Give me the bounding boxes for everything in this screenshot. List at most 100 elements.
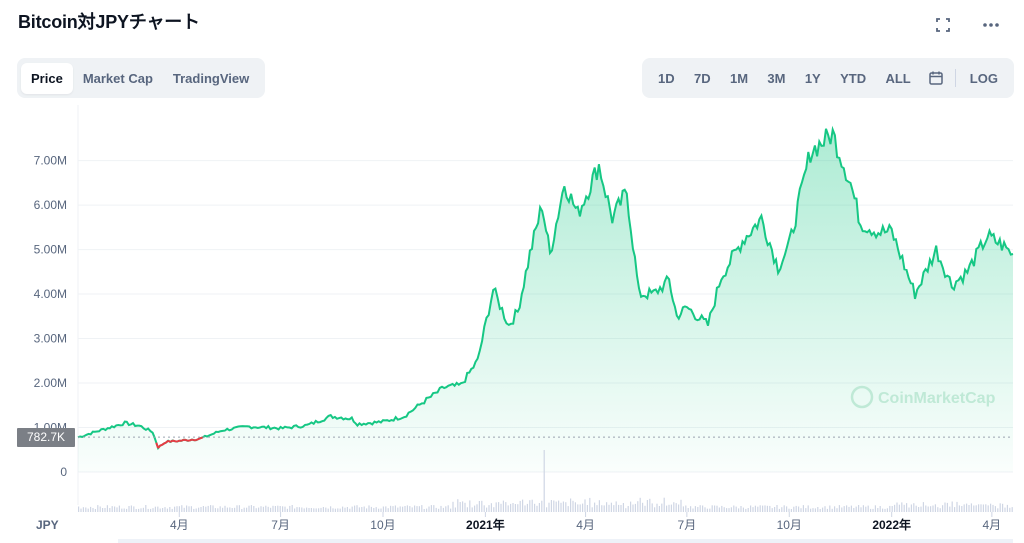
volume-bar xyxy=(644,505,646,512)
volume-bar xyxy=(130,505,132,512)
volume-bar xyxy=(932,505,934,512)
volume-bar xyxy=(298,507,300,512)
volume-bar xyxy=(956,501,958,512)
range-7d[interactable]: 7D xyxy=(693,70,711,86)
volume-bar xyxy=(721,505,723,512)
volume-bar xyxy=(639,497,641,512)
tab-tradingview[interactable]: TradingView xyxy=(172,70,250,86)
more-icon[interactable] xyxy=(980,14,1002,36)
volume-bar xyxy=(87,508,89,512)
volume-bar xyxy=(462,501,464,512)
volume-bar xyxy=(853,508,855,512)
volume-bar xyxy=(817,507,819,512)
volume-bar xyxy=(903,504,905,512)
volume-bar xyxy=(649,498,651,512)
volume-bar xyxy=(507,505,509,512)
range-all[interactable]: ALL xyxy=(885,70,911,86)
currency-label: JPY xyxy=(36,518,59,532)
volume-bar xyxy=(207,505,209,512)
y-tick-label: 3.00M xyxy=(34,332,67,346)
volume-bar xyxy=(615,501,617,512)
watermark: CoinMarketCap xyxy=(850,385,996,409)
volume-bar xyxy=(346,507,348,512)
volume-bar xyxy=(433,505,435,512)
volume-bar xyxy=(135,509,137,512)
volume-bar xyxy=(718,507,720,512)
volume-bar xyxy=(368,505,370,512)
y-tick-label: 6.00M xyxy=(34,198,67,212)
volume-bar xyxy=(478,501,480,512)
volume-bar xyxy=(882,508,884,512)
volume-bar xyxy=(514,504,516,512)
volume-bar xyxy=(934,504,936,512)
volume-bar xyxy=(272,505,274,512)
range-scroll-strip[interactable] xyxy=(118,539,1013,543)
fullscreen-icon[interactable] xyxy=(932,14,954,36)
volume-bar xyxy=(589,497,591,512)
range-1d[interactable]: 1D xyxy=(658,70,675,86)
volume-bar xyxy=(747,508,749,512)
volume-bar xyxy=(490,503,492,512)
volume-bar xyxy=(646,500,648,512)
volume-bar xyxy=(390,505,392,512)
volume-bar xyxy=(380,508,382,512)
range-ytd[interactable]: YTD xyxy=(840,70,867,86)
volume-bar xyxy=(596,505,598,512)
range-3m[interactable]: 3M xyxy=(767,70,786,86)
volume-bar xyxy=(320,507,322,512)
volume-bar xyxy=(171,508,173,512)
volume-bar xyxy=(608,504,610,512)
volume-bar xyxy=(632,504,634,512)
volume-bar xyxy=(730,507,732,512)
volume-bar xyxy=(296,507,298,512)
volume-bar xyxy=(193,508,195,512)
chart-type-tabs: Price Market Cap TradingView xyxy=(17,58,265,98)
volume-bar xyxy=(709,508,711,512)
volume-bar xyxy=(442,507,444,512)
volume-bar xyxy=(106,505,108,512)
volume-bar xyxy=(190,506,192,512)
volume-bar xyxy=(327,508,329,512)
range-1y[interactable]: 1Y xyxy=(804,70,821,86)
calendar-icon[interactable] xyxy=(924,64,948,92)
volume-bar xyxy=(274,506,276,512)
volume-bar xyxy=(394,505,396,512)
volume-bar xyxy=(687,508,689,512)
volume-bar xyxy=(231,508,233,512)
volume-bar xyxy=(152,508,154,512)
volume-bar xyxy=(968,505,970,512)
x-tick-label: 4月 xyxy=(983,518,1002,532)
volume-bar xyxy=(82,507,84,512)
volume-bar xyxy=(591,507,593,512)
log-toggle[interactable]: LOG xyxy=(969,70,998,86)
volume-bar xyxy=(85,507,87,512)
volume-bar xyxy=(678,504,680,512)
volume-bar xyxy=(214,508,216,512)
volume-bar xyxy=(222,507,224,512)
volume-bar xyxy=(598,500,600,512)
price-line-below-reference xyxy=(155,436,204,449)
volume-bar xyxy=(1004,507,1006,512)
tab-market-cap[interactable]: Market Cap xyxy=(82,70,153,86)
volume-bar xyxy=(656,503,658,512)
volume-bar xyxy=(826,508,828,512)
volume-bar xyxy=(246,507,248,512)
volume-bars xyxy=(78,450,1013,512)
volume-bar xyxy=(397,507,399,512)
volume-bar xyxy=(802,505,804,512)
volume-bar xyxy=(471,507,473,512)
range-1m[interactable]: 1M xyxy=(729,70,749,86)
volume-bar xyxy=(975,505,977,512)
volume-bar xyxy=(810,508,812,512)
volume-bar xyxy=(361,507,363,512)
volume-bar xyxy=(241,509,243,512)
x-tick-label: 2022年 xyxy=(872,517,911,532)
volume-bar xyxy=(325,507,327,512)
tab-price[interactable]: Price xyxy=(21,62,73,94)
volume-bar xyxy=(766,505,768,512)
volume-bar xyxy=(339,508,341,512)
volume-bar xyxy=(855,506,857,512)
volume-bar xyxy=(716,505,718,512)
